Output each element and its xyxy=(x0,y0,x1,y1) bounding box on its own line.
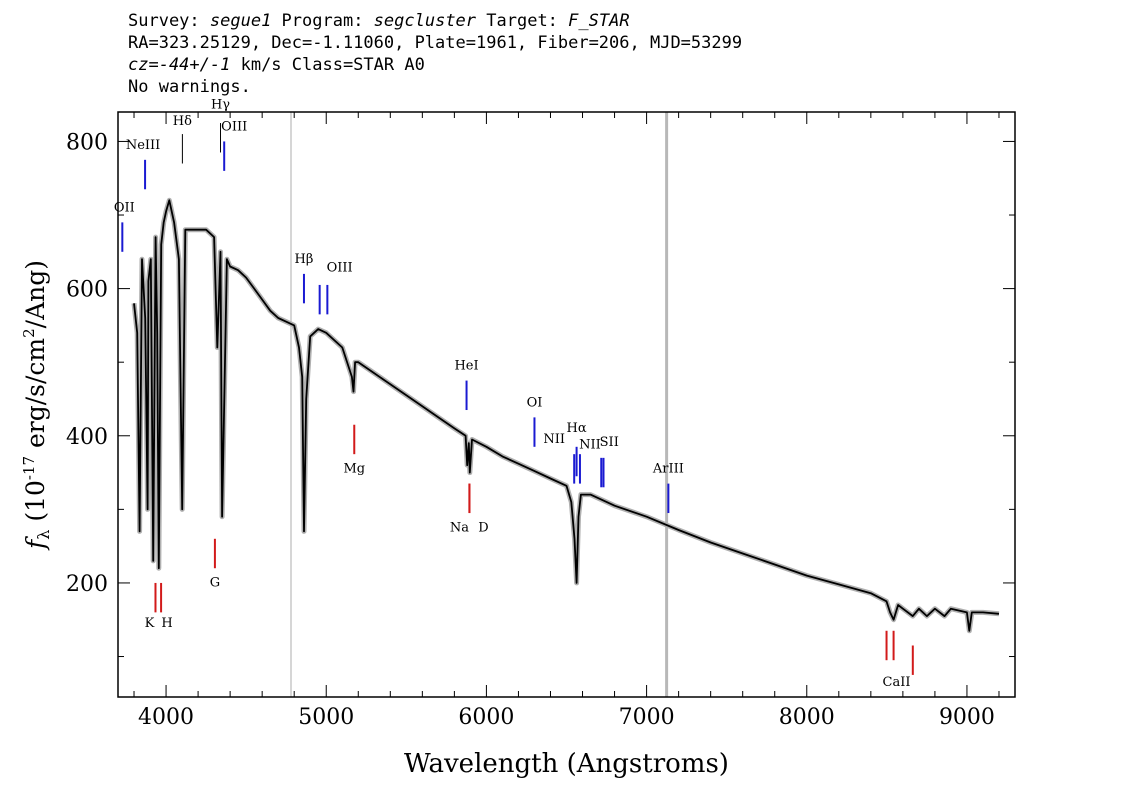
emission-line-label: OIII xyxy=(327,261,353,276)
y-label-sub: λ xyxy=(34,530,53,540)
emission-line-label: ArIII xyxy=(652,462,684,477)
x-tick-label: 8000 xyxy=(779,705,835,730)
target-label: Target: xyxy=(476,11,569,31)
spectrum-line xyxy=(133,199,1000,632)
warnings-line: No warnings. xyxy=(128,77,251,97)
y-label-a: (10 xyxy=(21,480,50,530)
y-label-exp2: 2 xyxy=(20,328,38,338)
absorption-line-label: D xyxy=(478,520,488,535)
emission-line-label: Hδ xyxy=(173,114,192,129)
sky-lines xyxy=(290,112,669,697)
emission-line-label: NII xyxy=(579,437,601,452)
y-tick-label: 400 xyxy=(66,425,108,450)
y-label-f: f xyxy=(21,536,50,551)
absorption-line-label: G xyxy=(210,576,220,591)
survey-line: Survey: segue1 Program: segcluster Targe… xyxy=(128,10,742,32)
cz-value: cz=-44+/-1 xyxy=(128,55,231,75)
x-tick-label: 5000 xyxy=(298,705,354,730)
x-tick-label: 4000 xyxy=(138,705,194,730)
class-text: km/s Class=STAR A0 xyxy=(230,55,425,75)
emission-line-label: NII xyxy=(543,432,565,447)
coordinates-line: RA=323.25129, Dec=-1.11060, Plate=1961, … xyxy=(128,33,743,53)
x-tick-label: 9000 xyxy=(939,705,995,730)
y-axis-label: fλ (10-17 erg/s/cm2/Ang) xyxy=(20,260,53,551)
y-label-exp1: -17 xyxy=(20,456,38,480)
y-tick-label: 200 xyxy=(66,572,108,597)
redshift-line: cz=-44+/-1 km/s Class=STAR A0 xyxy=(128,54,742,76)
absorption-line-label: H xyxy=(161,616,172,631)
y-tick-label: 800 xyxy=(66,130,108,155)
absorption-line-label: K xyxy=(145,616,155,631)
emission-line-label: OIII xyxy=(221,119,247,134)
y-tick-label: 600 xyxy=(66,278,108,303)
target-value: F_STAR xyxy=(568,11,630,31)
x-tick-label: 7000 xyxy=(619,705,675,730)
absorption-line-label: Mg xyxy=(343,462,365,477)
emission-line-label: SII xyxy=(600,435,619,450)
line-markers: OIINeIIIHδHγOIIIHβOIIIHeIOINIIHαNIISIIAr… xyxy=(114,97,914,690)
emission-line-label: OI xyxy=(527,395,543,410)
x-axis-label: Wavelength (Angstroms) xyxy=(404,749,729,779)
program-value: segcluster xyxy=(373,11,477,31)
axis-ticks: 4000 5000 6000 7000 8000 9000 200 400 600 800 xyxy=(66,112,1015,730)
y-label-c: /Ang) xyxy=(21,260,50,328)
program-label: Program: xyxy=(271,11,374,31)
emission-line-label: Hγ xyxy=(211,97,230,112)
absorption-line-label: Na xyxy=(450,520,469,535)
x-tick-label: 6000 xyxy=(458,705,514,730)
spectrum-group xyxy=(131,197,1000,634)
emission-line-label: NeIII xyxy=(126,138,160,153)
spectrum-error-band xyxy=(131,197,1000,634)
absorption-line-label: CaII xyxy=(883,675,911,690)
emission-line-label: HeI xyxy=(454,359,478,374)
emission-line-label: Hα xyxy=(567,421,587,436)
survey-label: Survey: xyxy=(128,11,210,31)
spectrum-header: Survey: segue1 Program: segcluster Targe… xyxy=(128,10,742,98)
plot-frame xyxy=(117,111,1016,698)
survey-value: segue1 xyxy=(209,11,272,31)
y-label-b: erg/s/cm xyxy=(21,338,50,456)
emission-line-label: Hβ xyxy=(295,252,314,267)
emission-line-label: OII xyxy=(114,200,135,215)
